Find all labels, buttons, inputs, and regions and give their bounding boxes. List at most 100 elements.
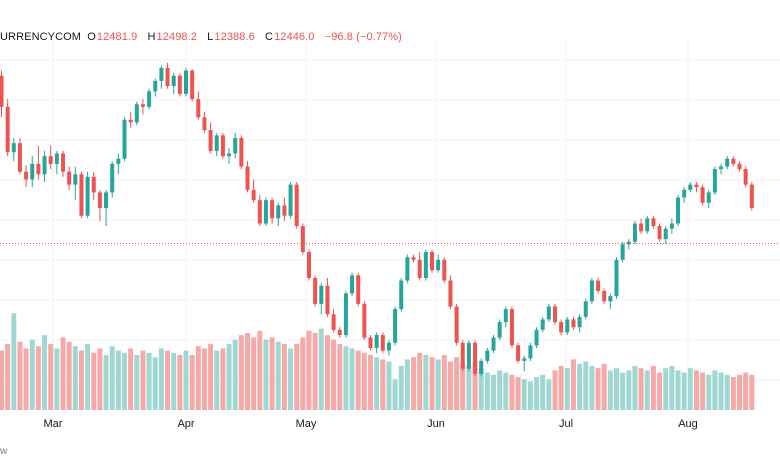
- volume-bar: [392, 379, 398, 410]
- volume-bar: [527, 381, 533, 410]
- volume-bar: [208, 344, 214, 410]
- volume-bar: [122, 352, 127, 410]
- volume-bar: [5, 344, 11, 410]
- volume-bar: [503, 372, 509, 410]
- candle-body: [430, 252, 434, 271]
- candle-body: [571, 319, 576, 328]
- candle-body: [565, 319, 570, 333]
- volume-bar: [300, 337, 306, 410]
- candle-body: [522, 358, 527, 361]
- volume-bar: [177, 355, 183, 410]
- volume-bar: [324, 335, 330, 410]
- candlesticks[interactable]: [0, 62, 754, 377]
- candle-body: [165, 67, 170, 87]
- volume-bar: [35, 346, 41, 410]
- volume-bar: [361, 352, 367, 410]
- candle-body: [491, 337, 496, 351]
- candle-body: [626, 241, 631, 245]
- volume-bar: [589, 366, 595, 410]
- volume-bar: [97, 348, 103, 410]
- low-value: 12388.6: [214, 31, 255, 43]
- volume-bar: [540, 374, 546, 410]
- candle-body: [227, 153, 232, 157]
- candle-body: [67, 171, 72, 185]
- candle-body: [214, 135, 219, 151]
- candle-body: [682, 189, 687, 198]
- candle-body: [448, 280, 453, 307]
- candle-body: [184, 70, 188, 94]
- volume-bar: [484, 372, 490, 410]
- close-value: 12446.0: [274, 31, 315, 43]
- candle-body: [233, 137, 238, 154]
- candle-body: [393, 309, 398, 343]
- candle-body: [319, 285, 324, 304]
- x-tick-label: Apr: [177, 418, 194, 430]
- volume-bar: [54, 348, 60, 410]
- volume-bar: [454, 357, 460, 410]
- candle-body: [485, 350, 490, 361]
- candle-body: [104, 192, 109, 208]
- candle-body: [350, 275, 355, 294]
- candle-body: [153, 80, 158, 92]
- candle-body: [688, 184, 693, 190]
- volume-bar: [515, 377, 521, 410]
- volume-bar: [435, 359, 441, 410]
- candle-body: [282, 205, 287, 216]
- candle-body: [676, 197, 680, 224]
- candle-body: [540, 319, 545, 330]
- x-tick-label: Jul: [559, 418, 573, 430]
- candle-body: [639, 223, 644, 232]
- volume-bar: [374, 357, 380, 410]
- volume-bar: [91, 352, 97, 410]
- high-value: 12498.2: [156, 31, 198, 43]
- volume-bar: [447, 361, 453, 410]
- volume-bar: [343, 346, 349, 410]
- volume-bar: [140, 350, 146, 410]
- grid: [0, 40, 780, 410]
- candle-body: [73, 174, 78, 185]
- change-value: −96.8 (−0.77%): [324, 31, 402, 43]
- volume-bar: [509, 374, 515, 410]
- volume-bar: [472, 361, 478, 410]
- volume-bar: [158, 348, 164, 410]
- volume-bar: [42, 335, 48, 410]
- volume-bar: [534, 377, 540, 410]
- candle-body: [288, 184, 293, 216]
- candle-body: [245, 166, 250, 190]
- candle-body: [11, 143, 16, 153]
- candle-body: [509, 309, 514, 346]
- candle-body: [712, 169, 717, 193]
- candle-body: [171, 75, 176, 87]
- candle-body: [356, 275, 361, 304]
- candle-body: [251, 189, 256, 201]
- candle-body: [632, 223, 637, 242]
- candle-body: [116, 158, 121, 164]
- candle-body: [503, 309, 508, 323]
- candle-body: [559, 322, 564, 333]
- volume-bar: [189, 355, 195, 410]
- volume-bar: [614, 368, 619, 410]
- x-axis-ticks: Mar Apr May Jun Jul Aug: [44, 418, 698, 430]
- candle-body: [694, 184, 699, 188]
- candle-body: [608, 296, 613, 302]
- candle-body: [743, 169, 748, 185]
- candle-body: [190, 70, 195, 100]
- candle-body: [528, 345, 533, 359]
- candle-body: [110, 163, 115, 193]
- volume-bar: [23, 348, 29, 410]
- volume-bar: [743, 372, 749, 410]
- volume-bar: [263, 339, 269, 410]
- candle-body: [331, 314, 336, 330]
- volume-bar: [441, 355, 447, 410]
- volume-bar: [29, 339, 35, 410]
- open-value: 12481.9: [96, 31, 138, 43]
- candle-body: [669, 223, 674, 229]
- candle-body: [577, 316, 582, 328]
- volume-bar: [681, 372, 687, 410]
- volume-bar: [724, 374, 730, 410]
- candle-body: [374, 335, 379, 348]
- candle-body: [263, 200, 268, 224]
- candle-body: [0, 75, 4, 107]
